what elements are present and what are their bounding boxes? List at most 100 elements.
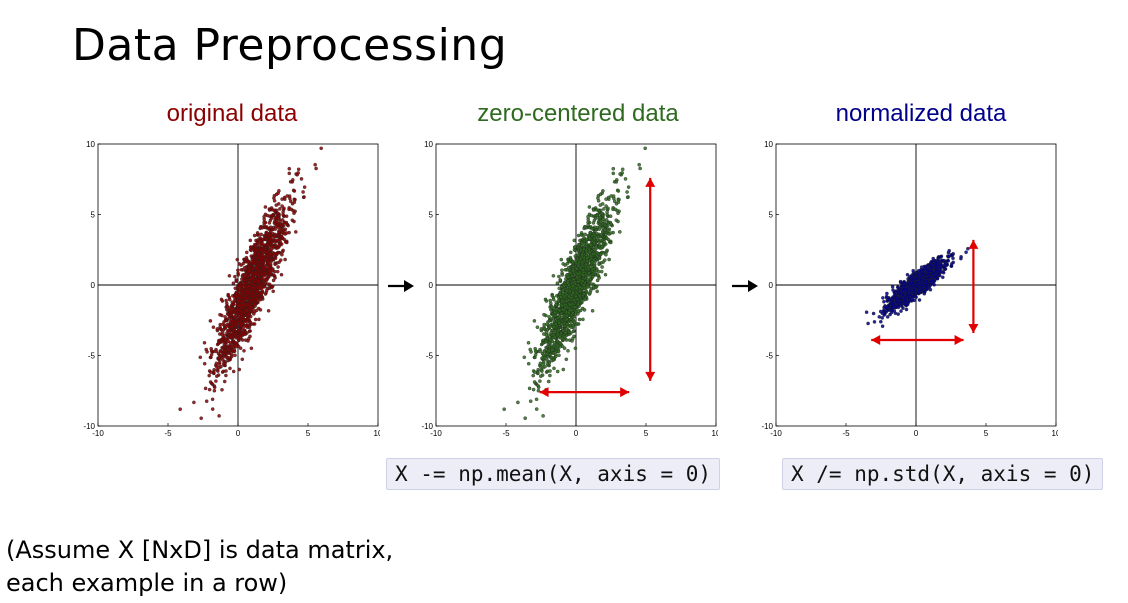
scatter-point bbox=[550, 293, 554, 298]
note-line-2: each example in a row) bbox=[6, 569, 288, 597]
scatter-point bbox=[576, 233, 581, 238]
scatter-point bbox=[598, 203, 603, 207]
scatter-point bbox=[572, 248, 577, 252]
scatter-point bbox=[569, 317, 573, 321]
scatter-point bbox=[553, 354, 558, 359]
code-std-division: X /= np.std(X, axis = 0) bbox=[782, 458, 1104, 490]
scatter-point bbox=[536, 371, 540, 375]
scatter-point bbox=[606, 228, 610, 233]
scatter-point bbox=[929, 269, 934, 274]
scatter-point bbox=[253, 260, 257, 265]
scatter-point bbox=[911, 268, 915, 273]
scatter-point bbox=[588, 236, 592, 241]
scatter-point bbox=[259, 232, 263, 237]
scatter-point bbox=[563, 330, 568, 335]
scatter-point bbox=[542, 332, 546, 336]
scatter-point bbox=[583, 296, 587, 301]
scatter-point bbox=[255, 248, 259, 253]
scatter-point bbox=[598, 220, 603, 224]
scatter-point bbox=[556, 339, 560, 344]
scatter-point bbox=[578, 265, 583, 270]
scatter-point bbox=[941, 270, 946, 275]
chart-title-zero-centered: zero-centered data bbox=[477, 100, 679, 127]
scatter-point bbox=[224, 373, 228, 378]
scatter-point bbox=[572, 320, 577, 325]
scatter-point bbox=[872, 320, 877, 324]
scatter-point bbox=[227, 297, 232, 302]
scatter-point bbox=[567, 283, 571, 287]
scatter-point bbox=[922, 290, 927, 294]
scatter-point bbox=[549, 305, 554, 309]
scatter-point bbox=[612, 199, 617, 204]
scatter-point bbox=[232, 349, 237, 354]
scatter-point bbox=[616, 219, 620, 224]
note-line-1: (Assume X [NxD] is data matrix, bbox=[6, 536, 394, 564]
scatter-point bbox=[938, 255, 942, 259]
scatter-point bbox=[614, 180, 619, 184]
scatter-point bbox=[575, 275, 580, 279]
scatter-point bbox=[276, 265, 280, 269]
scatter-point bbox=[573, 346, 578, 351]
scatter-point bbox=[243, 294, 248, 299]
scatter-point bbox=[597, 256, 602, 261]
scatter-point bbox=[266, 260, 271, 265]
scatter-point bbox=[567, 294, 572, 299]
x-tick-label: -5 bbox=[164, 429, 172, 438]
scatter-point bbox=[276, 226, 281, 230]
y-tick-label: 0 bbox=[769, 281, 774, 290]
scatter-point bbox=[257, 317, 261, 322]
scatter-point bbox=[596, 209, 601, 213]
x-tick-label: -5 bbox=[502, 429, 510, 438]
scatter-point bbox=[282, 195, 287, 200]
scatter-plot-zero-centered: -10-505101050-5-10 bbox=[421, 140, 718, 438]
scatter-point bbox=[534, 407, 539, 411]
scatter-point bbox=[264, 236, 268, 241]
scatter-point bbox=[253, 317, 258, 322]
scatter-point bbox=[567, 311, 571, 315]
vertical-spread-arrow bbox=[645, 177, 656, 381]
horizontal-spread-arrow bbox=[539, 387, 630, 398]
scatter-point bbox=[229, 354, 234, 359]
scatter-point bbox=[605, 224, 610, 228]
scatter-point bbox=[562, 284, 566, 288]
scatter-point bbox=[207, 373, 211, 378]
scatter-point bbox=[247, 291, 251, 295]
scatter-point bbox=[934, 261, 939, 265]
scatter-point bbox=[594, 268, 599, 273]
scatter-point bbox=[930, 282, 934, 286]
scatter-point bbox=[243, 330, 248, 335]
scatter-point bbox=[910, 277, 915, 282]
y-tick-label: 5 bbox=[769, 211, 774, 220]
scatter-point bbox=[262, 223, 266, 227]
scatter-point bbox=[565, 261, 569, 266]
scatter-point bbox=[606, 206, 610, 211]
scatter-point bbox=[590, 252, 595, 256]
scatter-point bbox=[609, 222, 613, 226]
chart-title-normalized: normalized data bbox=[835, 100, 1007, 127]
scatter-point bbox=[292, 219, 296, 224]
scatter-point bbox=[599, 269, 604, 274]
scatter-point bbox=[258, 283, 262, 288]
scatter-point bbox=[609, 240, 613, 245]
scatter-point bbox=[247, 336, 251, 341]
scatter-point bbox=[571, 277, 576, 282]
scatter-point bbox=[223, 349, 227, 353]
scatter-point bbox=[256, 252, 260, 257]
scatter-point bbox=[603, 258, 607, 262]
scatter-point bbox=[890, 302, 894, 307]
scatter-point bbox=[533, 370, 537, 374]
scatter-point bbox=[538, 349, 543, 354]
scatter-point bbox=[945, 262, 949, 267]
scatter-point bbox=[292, 189, 297, 193]
scatter-point bbox=[204, 399, 209, 403]
scatter-point bbox=[548, 298, 552, 303]
scatter-point bbox=[888, 312, 892, 317]
scatter-point bbox=[540, 341, 545, 346]
scatter-point bbox=[895, 285, 900, 289]
scatter-point bbox=[570, 273, 574, 278]
scatter-point bbox=[560, 268, 564, 272]
scatter-point bbox=[267, 221, 272, 225]
scatter-point bbox=[583, 232, 587, 237]
scatter-point bbox=[280, 252, 284, 257]
scatter-point bbox=[234, 292, 238, 296]
